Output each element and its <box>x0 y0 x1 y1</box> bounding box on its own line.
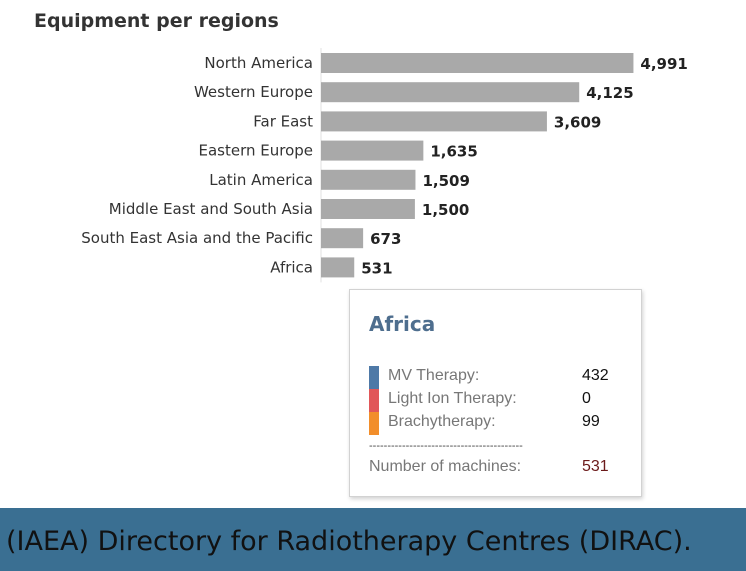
bar-north-america[interactable] <box>321 53 634 73</box>
bar-middle-east-and-south-asia[interactable] <box>321 199 415 219</box>
category-label-western-europe: Western Europe <box>194 83 313 101</box>
chart-panel: Equipment per regions North America 4,991… <box>34 10 688 497</box>
category-label-far-east: Far East <box>253 112 313 130</box>
bar-chart: North America 4,991 Western Europe 4,125 Far… <box>81 48 688 283</box>
tooltip-row-value: 0 <box>582 390 591 407</box>
category-label-eastern-europe: Eastern Europe <box>198 142 313 160</box>
tooltip-row-label: MV Therapy: <box>388 367 480 384</box>
tooltip-total-label: Number of machines: <box>369 458 522 475</box>
tooltip-row-mv-therapy: MV Therapy: 432 <box>369 366 629 389</box>
chart-title: Equipment per regions <box>34 10 279 32</box>
tooltip-separator: ----------------------------------------… <box>369 440 523 452</box>
category-label-africa: Africa <box>270 258 313 276</box>
tooltip-total-value: 531 <box>582 458 609 475</box>
value-label-africa: 531 <box>361 259 392 277</box>
tooltip-row-value: 432 <box>582 367 609 384</box>
bar-eastern-europe[interactable] <box>321 140 424 161</box>
brachytherapy-swatch <box>369 412 379 435</box>
value-label-western-europe: 4,125 <box>586 84 633 102</box>
bar-latin-america[interactable] <box>321 169 416 190</box>
tooltip-title: Africa <box>369 312 436 336</box>
category-label-south-east-asia-and-the-pacific: South East Asia and the Pacific <box>81 229 313 247</box>
tooltip-row-label: Light Ion Therapy: <box>388 390 517 407</box>
footer-source-text: (IAEA) Directory for Radiotherapy Centre… <box>6 526 692 557</box>
bar-western-europe[interactable] <box>321 82 580 103</box>
tooltip-row-brachytherapy: Brachytherapy: 99 <box>369 412 629 435</box>
bar-south-east-asia-and-the-pacific[interactable] <box>321 228 364 249</box>
tooltip-row-value: 99 <box>582 413 600 430</box>
mv-therapy-swatch <box>369 366 379 389</box>
footer-banner: (IAEA) Directory for Radiotherapy Centre… <box>0 508 746 571</box>
category-label-middle-east-and-south-asia: Middle East and South Asia <box>109 200 313 218</box>
light-ion-therapy-swatch <box>369 389 379 412</box>
tooltip-row-light-ion-therapy: Light Ion Therapy: 0 <box>369 389 629 412</box>
bar-far-east[interactable] <box>321 111 547 132</box>
value-label-north-america: 4,991 <box>640 55 687 73</box>
value-label-far-east: 3,609 <box>554 113 601 131</box>
value-label-south-east-asia-and-the-pacific: 673 <box>370 230 401 248</box>
tooltip-row-label: Brachytherapy: <box>388 413 496 430</box>
bar-africa[interactable] <box>321 257 355 278</box>
value-label-latin-america: 1,509 <box>422 172 469 190</box>
value-label-middle-east-and-south-asia: 1,500 <box>422 201 469 219</box>
value-label-eastern-europe: 1,635 <box>430 143 477 161</box>
category-label-latin-america: Latin America <box>209 171 313 189</box>
tooltip-africa: Africa MV Therapy: 432 Light Ion Therapy… <box>349 289 642 497</box>
category-label-north-america: North America <box>204 54 313 72</box>
